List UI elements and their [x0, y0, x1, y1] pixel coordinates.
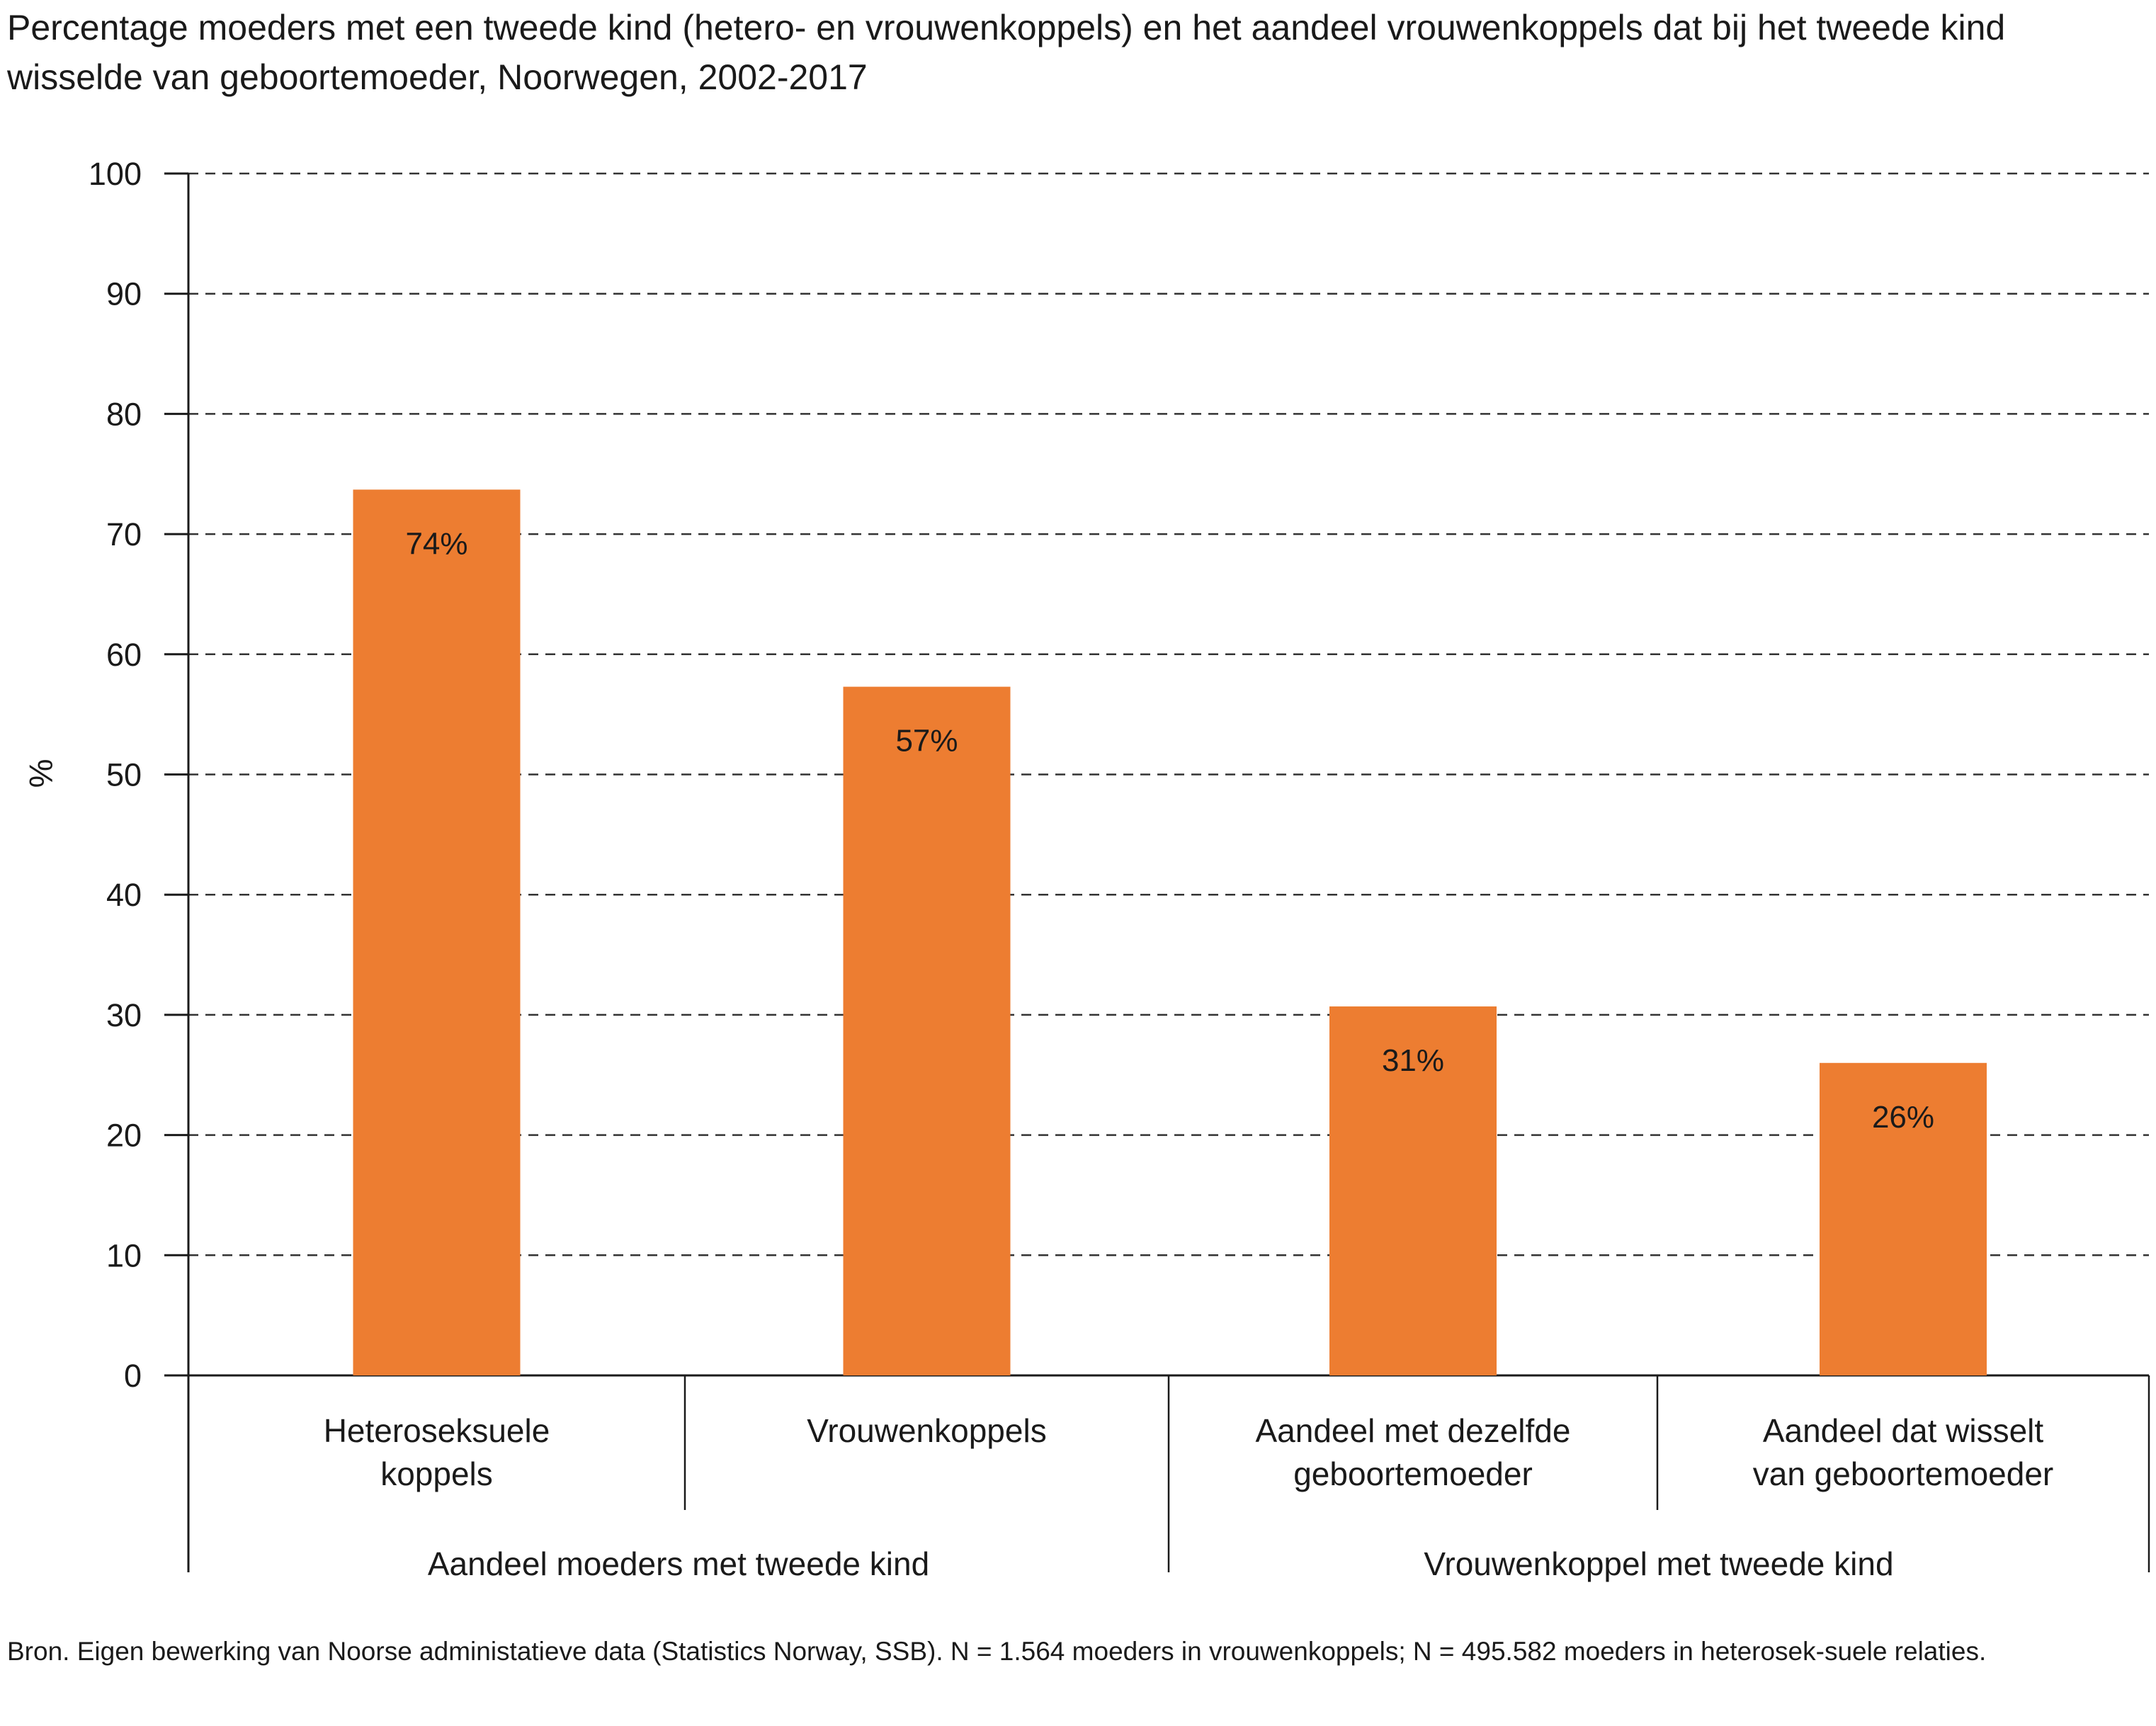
category-label: Vrouwenkoppels	[807, 1412, 1046, 1449]
category-label: geboortemoeder	[1293, 1455, 1533, 1492]
y-tick-label: 60	[106, 637, 142, 673]
bar	[1820, 1062, 1987, 1375]
bars	[353, 489, 1987, 1375]
group-label: Aandeel moeders met tweede kind	[428, 1545, 929, 1582]
source-note: Bron. Eigen bewerking van Noorse adminis…	[7, 1637, 1987, 1666]
y-tick-label: 80	[106, 396, 142, 432]
y-tick-label: 0	[124, 1358, 142, 1394]
category-label: Heteroseksuele	[324, 1412, 550, 1449]
y-tick-label: 20	[106, 1118, 142, 1154]
data-labels: 74% 57% 31% 26%	[405, 526, 1934, 1134]
y-axis-label: %	[23, 759, 59, 788]
category-labels: Heteroseksuele koppels Vrouwenkoppels Aande…	[324, 1412, 2054, 1492]
y-tick-label: 40	[106, 877, 142, 913]
y-tick-label: 70	[106, 516, 142, 552]
bar	[353, 489, 521, 1375]
category-label: koppels	[380, 1455, 493, 1492]
y-tick-label: 10	[106, 1237, 142, 1273]
bar	[843, 686, 1011, 1375]
chart-title: Percentage moeders met een tweede kind (…	[7, 8, 2006, 97]
y-tick-label: 50	[106, 757, 142, 793]
y-tick-labels: 0 10 20 30 40 50 60 70 80 90 100	[89, 156, 142, 1394]
data-label: 31%	[1382, 1043, 1444, 1078]
y-tick-label: 100	[89, 156, 142, 192]
data-label: 74%	[405, 526, 467, 561]
y-tick-label: 30	[106, 997, 142, 1033]
category-label: Aandeel dat wisselt	[1763, 1412, 2044, 1449]
category-label: Aandeel met dezelfde	[1256, 1412, 1571, 1449]
category-label: van geboortemoeder	[1753, 1455, 2054, 1492]
data-label: 26%	[1872, 1100, 1934, 1135]
data-label: 57%	[895, 724, 958, 759]
bar	[1329, 1006, 1497, 1375]
y-tick-label: 90	[106, 276, 142, 312]
group-label: Vrouwenkoppel met tweede kind	[1424, 1545, 1893, 1582]
bar-chart: 0 10 20 30 40 50 60 70 80 90 100 74% 57% 31% 26% Hete…	[23, 156, 2150, 1582]
group-labels: Aandeel moeders met tweede kind Vrouwenko…	[428, 1545, 1894, 1582]
